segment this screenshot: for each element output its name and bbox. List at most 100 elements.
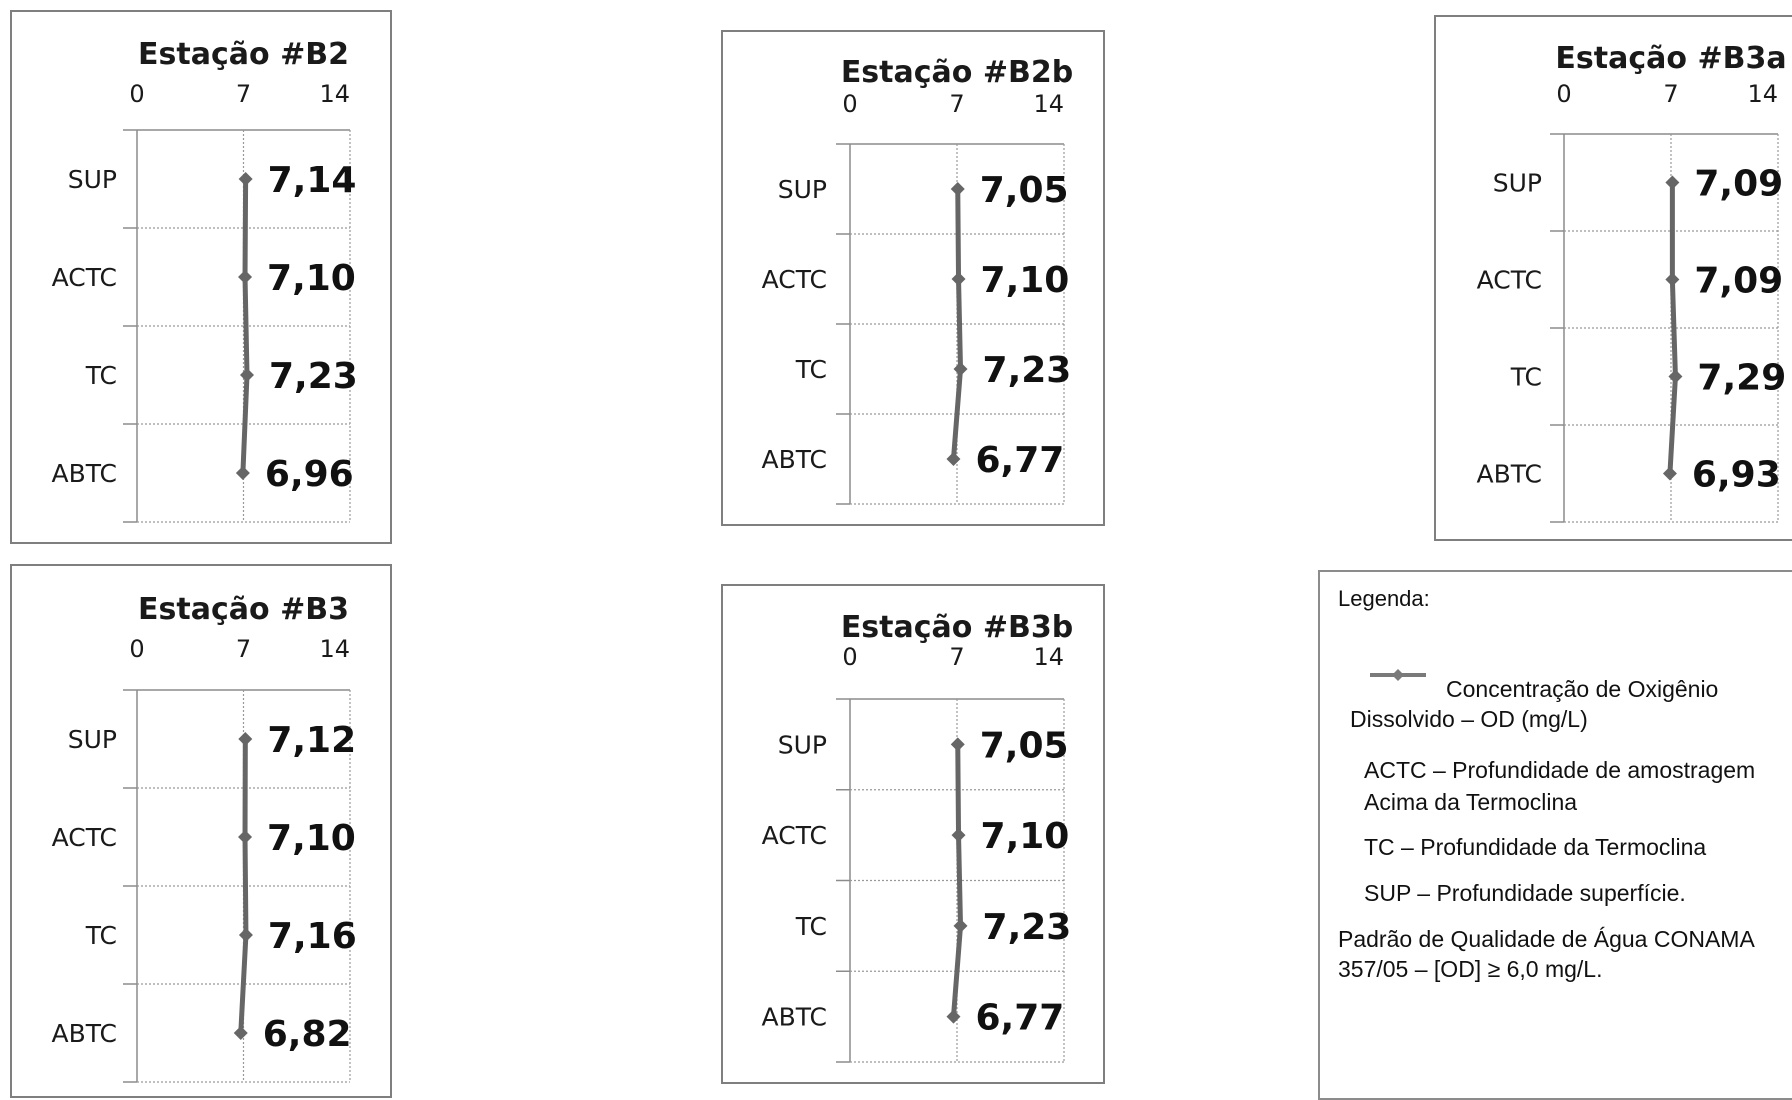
x-tick-label: 0	[129, 80, 144, 108]
chart-panel: Estação #B3 0 7 14 SUP ACTC TC ABTC 7,12 7,10 7,16…	[10, 564, 392, 1098]
data-label: 6,77	[975, 440, 1064, 481]
category-label: TC	[85, 361, 117, 390]
legend-padrao: Padrão de Qualidade de Água CONAMA 357/0…	[1338, 926, 1754, 982]
series-line-diamond-icon	[1370, 669, 1426, 681]
x-tick-label: 0	[129, 635, 144, 663]
category-label: TC	[1510, 363, 1542, 392]
category-label: TC	[795, 355, 827, 384]
data-label: 7,23	[269, 356, 358, 397]
legend-actc: ACTC – Profundidade de amostragem Acima …	[1364, 757, 1756, 815]
series-line	[240, 178, 250, 474]
data-label: 7,10	[981, 260, 1070, 301]
chart-title: Estação #B2	[138, 37, 349, 72]
x-tick-label: 7	[236, 80, 251, 108]
category-label: ABTC	[51, 459, 117, 488]
category-label: SUP	[68, 165, 117, 194]
data-point-marker	[951, 828, 966, 843]
category-label: ABTC	[51, 1019, 117, 1048]
category-label: ACTC	[52, 823, 117, 852]
data-point-marker	[946, 452, 961, 466]
x-tick-label: 14	[319, 635, 350, 663]
data-point-marker	[946, 1009, 961, 1024]
data-point-marker	[1665, 272, 1680, 287]
data-label: 6,77	[975, 998, 1064, 1039]
data-point-marker	[239, 368, 254, 382]
category-label: SUP	[68, 725, 117, 754]
data-label: 6,96	[265, 454, 354, 495]
category-label: ABTC	[1476, 460, 1542, 489]
x-tick-label: 0	[1556, 80, 1571, 108]
data-point-marker	[953, 918, 968, 933]
data-label: 7,10	[267, 818, 356, 859]
data-label: 6,93	[1692, 455, 1781, 496]
legend-series-line2: Dissolvido – OD (mg/L)	[1350, 706, 1588, 732]
data-label: 6,82	[263, 1014, 352, 1055]
data-label: 7,23	[983, 907, 1072, 948]
legend-tc: TC – Profundidade da Termoclina	[1364, 834, 1707, 860]
category-label: SUP	[778, 175, 827, 204]
chart-title: Estação #B2b	[841, 55, 1073, 90]
x-tick-label: 14	[1033, 90, 1064, 118]
data-point-marker	[1662, 466, 1677, 481]
series-line	[950, 744, 964, 1017]
data-label: 7,09	[1694, 164, 1783, 205]
x-tick-label: 14	[1033, 643, 1064, 671]
category-label: TC	[795, 912, 827, 941]
x-tick-label: 14	[319, 80, 350, 108]
chart-svg: Estação #B2 0 7 14 SUP ACTC TC ABTC 7,14 7,10 7,23…	[51, 37, 358, 523]
data-point-marker	[238, 928, 253, 942]
data-label: 7,10	[267, 258, 356, 299]
legend-title: Legenda:	[1338, 586, 1430, 611]
data-point-marker	[953, 362, 968, 376]
data-point-marker	[238, 732, 253, 746]
data-point-marker	[950, 737, 965, 752]
data-label: 7,05	[980, 725, 1069, 766]
data-label: 7,10	[981, 816, 1070, 857]
data-point-marker	[233, 1026, 248, 1040]
x-tick-label: 0	[842, 643, 857, 671]
data-label: 7,16	[268, 916, 357, 957]
category-label: ACTC	[762, 821, 827, 850]
data-point-marker	[951, 272, 966, 286]
chart-title: Estação #B3	[138, 592, 349, 627]
x-tick-label: 0	[842, 90, 857, 118]
series-line	[1667, 182, 1678, 474]
x-tick-label: 7	[1663, 80, 1678, 108]
data-point-marker	[235, 466, 250, 480]
category-label: ACTC	[762, 265, 827, 294]
x-tick-label: 7	[949, 90, 964, 118]
data-label: 7,09	[1694, 261, 1783, 302]
chart-panel: Estação #B3a 0 7 14 SUP ACTC TC ABTC 7,09 7,09 7,2…	[1434, 15, 1792, 541]
data-point-marker	[238, 830, 253, 844]
category-label: ACTC	[52, 263, 117, 292]
chart-panel: Estação #B2b 0 7 14 SUP ACTC TC ABTC 7,05 7,10 7,2…	[721, 30, 1105, 526]
category-label: ABTC	[761, 1003, 827, 1032]
data-point-marker	[238, 270, 253, 284]
chart-panel: Estação #B2 0 7 14 SUP ACTC TC ABTC 7,14 7,10 7,23…	[10, 10, 392, 544]
chart-svg: Estação #B3a 0 7 14 SUP ACTC TC ABTC 7,09 7,09 7,2…	[1476, 41, 1787, 523]
chart-svg: Estação #B3 0 7 14 SUP ACTC TC ABTC 7,12 7,10 7,16…	[51, 592, 357, 1083]
category-label: TC	[85, 921, 117, 950]
data-label: 7,14	[268, 160, 357, 201]
x-tick-label: 7	[949, 643, 964, 671]
legend-box: Legenda: Concentração de Oxigênio Dissol…	[1318, 570, 1792, 1100]
x-tick-label: 14	[1747, 80, 1778, 108]
category-label: SUP	[778, 730, 827, 759]
chart-title: Estação #B3a	[1555, 41, 1786, 76]
legend-sup: SUP – Profundidade superfície.	[1364, 880, 1686, 906]
chart-panel: Estação #B3b 0 7 14 SUP ACTC TC ABTC 7,05 7,10 7,2…	[721, 584, 1105, 1084]
category-label: ABTC	[761, 445, 827, 474]
data-label: 7,05	[980, 170, 1069, 211]
data-point-marker	[950, 182, 965, 196]
data-point-marker	[1668, 369, 1683, 384]
data-point-marker	[1665, 175, 1680, 190]
series-line	[950, 188, 964, 460]
chart-title: Estação #B3b	[841, 610, 1073, 645]
data-label: 7,23	[983, 350, 1072, 391]
legend-series-line1: Concentração de Oxigênio	[1446, 676, 1719, 702]
category-label: SUP	[1493, 169, 1542, 198]
series-line	[238, 738, 249, 1034]
data-label: 7,29	[1697, 358, 1786, 399]
